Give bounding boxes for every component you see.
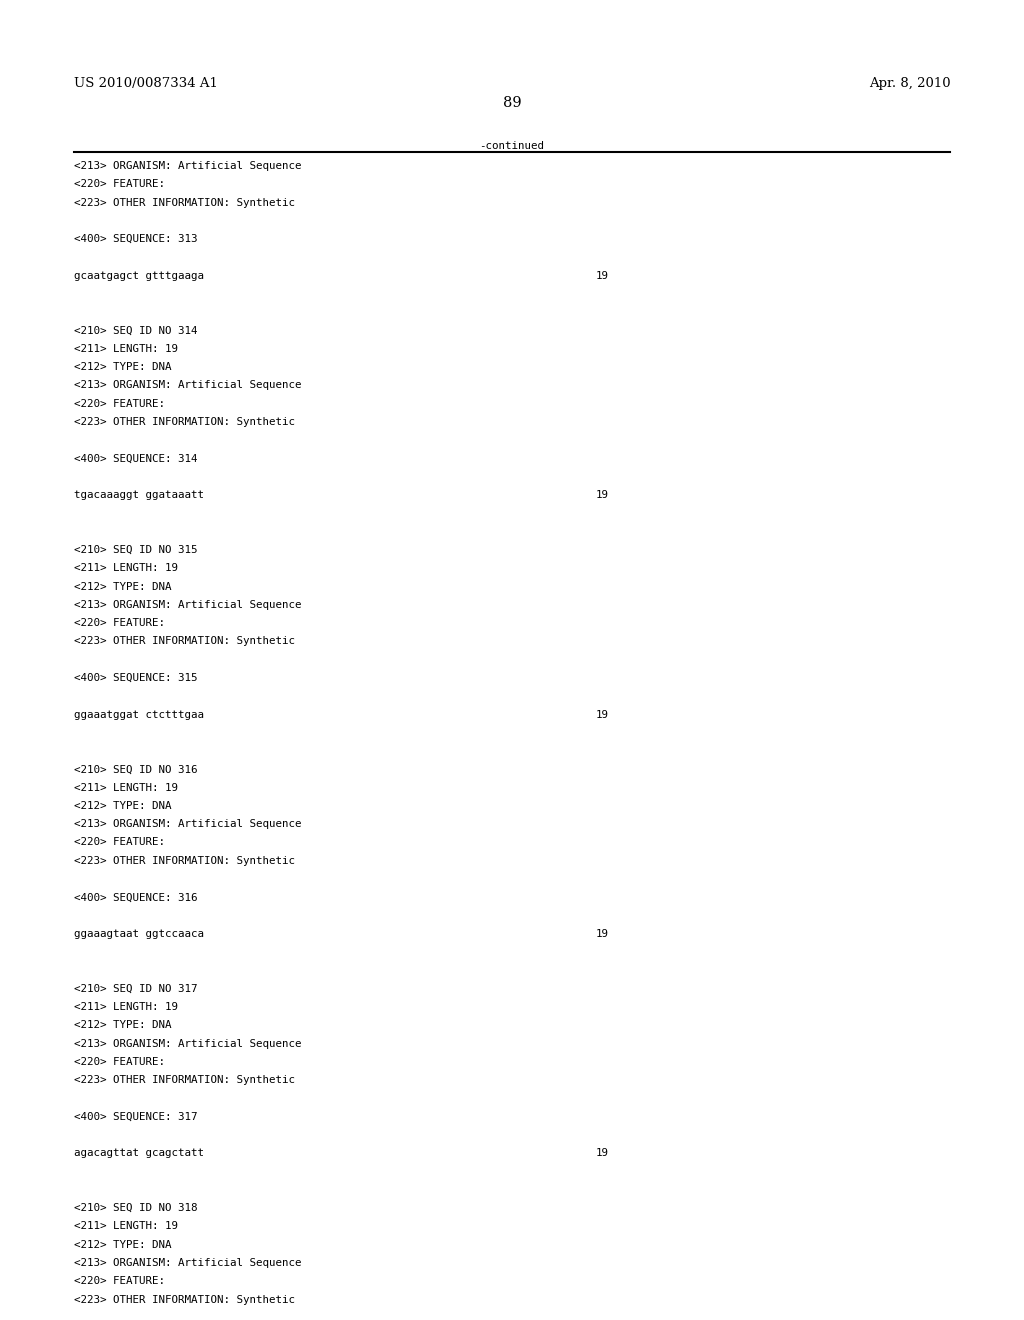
Text: <223> OTHER INFORMATION: Synthetic: <223> OTHER INFORMATION: Synthetic — [74, 198, 295, 207]
Text: <212> TYPE: DNA: <212> TYPE: DNA — [74, 1020, 171, 1031]
Text: <211> LENGTH: 19: <211> LENGTH: 19 — [74, 783, 178, 792]
Text: <211> LENGTH: 19: <211> LENGTH: 19 — [74, 564, 178, 573]
Text: -continued: -continued — [479, 141, 545, 152]
Text: <220> FEATURE:: <220> FEATURE: — [74, 180, 165, 189]
Text: <210> SEQ ID NO 315: <210> SEQ ID NO 315 — [74, 545, 198, 554]
Text: <400> SEQUENCE: 317: <400> SEQUENCE: 317 — [74, 1111, 198, 1122]
Text: <212> TYPE: DNA: <212> TYPE: DNA — [74, 1239, 171, 1250]
Text: gcaatgagct gtttgaaga: gcaatgagct gtttgaaga — [74, 271, 204, 281]
Text: <213> ORGANISM: Artificial Sequence: <213> ORGANISM: Artificial Sequence — [74, 1039, 301, 1048]
Text: 19: 19 — [596, 271, 609, 281]
Text: <400> SEQUENCE: 316: <400> SEQUENCE: 316 — [74, 892, 198, 903]
Text: <400> SEQUENCE: 315: <400> SEQUENCE: 315 — [74, 673, 198, 682]
Text: <223> OTHER INFORMATION: Synthetic: <223> OTHER INFORMATION: Synthetic — [74, 1295, 295, 1304]
Text: 19: 19 — [596, 490, 609, 500]
Text: <220> FEATURE:: <220> FEATURE: — [74, 618, 165, 628]
Text: 19: 19 — [596, 929, 609, 939]
Text: <223> OTHER INFORMATION: Synthetic: <223> OTHER INFORMATION: Synthetic — [74, 417, 295, 426]
Text: <211> LENGTH: 19: <211> LENGTH: 19 — [74, 1221, 178, 1232]
Text: <210> SEQ ID NO 317: <210> SEQ ID NO 317 — [74, 983, 198, 994]
Text: <213> ORGANISM: Artificial Sequence: <213> ORGANISM: Artificial Sequence — [74, 599, 301, 610]
Text: <213> ORGANISM: Artificial Sequence: <213> ORGANISM: Artificial Sequence — [74, 820, 301, 829]
Text: agacagttat gcagctatt: agacagttat gcagctatt — [74, 1148, 204, 1158]
Text: <211> LENGTH: 19: <211> LENGTH: 19 — [74, 1002, 178, 1012]
Text: <400> SEQUENCE: 313: <400> SEQUENCE: 313 — [74, 234, 198, 244]
Text: <213> ORGANISM: Artificial Sequence: <213> ORGANISM: Artificial Sequence — [74, 1258, 301, 1269]
Text: <223> OTHER INFORMATION: Synthetic: <223> OTHER INFORMATION: Synthetic — [74, 1074, 295, 1085]
Text: <212> TYPE: DNA: <212> TYPE: DNA — [74, 801, 171, 810]
Text: Apr. 8, 2010: Apr. 8, 2010 — [868, 77, 950, 90]
Text: <223> OTHER INFORMATION: Synthetic: <223> OTHER INFORMATION: Synthetic — [74, 855, 295, 866]
Text: <212> TYPE: DNA: <212> TYPE: DNA — [74, 362, 171, 372]
Text: <213> ORGANISM: Artificial Sequence: <213> ORGANISM: Artificial Sequence — [74, 380, 301, 391]
Text: tgacaaaggt ggataaatt: tgacaaaggt ggataaatt — [74, 490, 204, 500]
Text: <220> FEATURE:: <220> FEATURE: — [74, 1276, 165, 1286]
Text: <400> SEQUENCE: 314: <400> SEQUENCE: 314 — [74, 454, 198, 463]
Text: <210> SEQ ID NO 318: <210> SEQ ID NO 318 — [74, 1203, 198, 1213]
Text: <220> FEATURE:: <220> FEATURE: — [74, 837, 165, 847]
Text: <211> LENGTH: 19: <211> LENGTH: 19 — [74, 343, 178, 354]
Text: <223> OTHER INFORMATION: Synthetic: <223> OTHER INFORMATION: Synthetic — [74, 636, 295, 647]
Text: US 2010/0087334 A1: US 2010/0087334 A1 — [74, 77, 218, 90]
Text: 19: 19 — [596, 1148, 609, 1158]
Text: <220> FEATURE:: <220> FEATURE: — [74, 1057, 165, 1067]
Text: 19: 19 — [596, 710, 609, 719]
Text: 89: 89 — [503, 96, 521, 111]
Text: ggaaatggat ctctttgaa: ggaaatggat ctctttgaa — [74, 710, 204, 719]
Text: <210> SEQ ID NO 316: <210> SEQ ID NO 316 — [74, 764, 198, 775]
Text: <212> TYPE: DNA: <212> TYPE: DNA — [74, 582, 171, 591]
Text: <220> FEATURE:: <220> FEATURE: — [74, 399, 165, 409]
Text: ggaaagtaat ggtccaaca: ggaaagtaat ggtccaaca — [74, 929, 204, 939]
Text: <213> ORGANISM: Artificial Sequence: <213> ORGANISM: Artificial Sequence — [74, 161, 301, 172]
Text: <210> SEQ ID NO 314: <210> SEQ ID NO 314 — [74, 326, 198, 335]
